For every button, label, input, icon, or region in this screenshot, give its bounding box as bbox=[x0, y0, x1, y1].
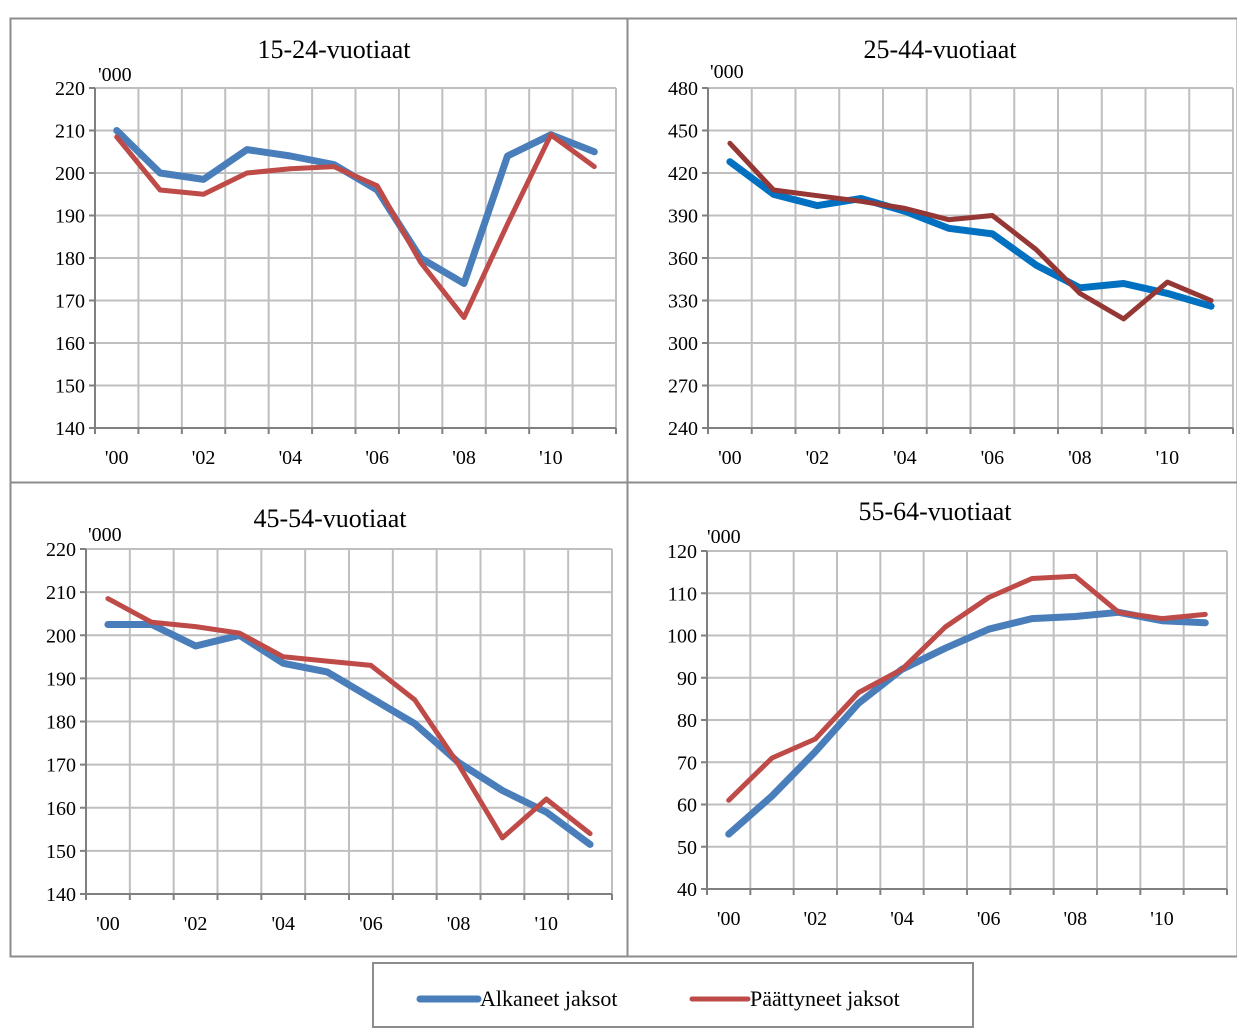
x-tick-label: '06 bbox=[359, 913, 383, 935]
chart-title: 25-44-vuotiaat bbox=[863, 35, 1017, 64]
x-tick-label: '08 bbox=[447, 913, 471, 935]
y-tick-label: 120 bbox=[667, 541, 697, 563]
y-tick-label: 390 bbox=[668, 206, 698, 228]
y-tick-label: 300 bbox=[668, 333, 698, 355]
y-tick-label: 200 bbox=[46, 625, 76, 647]
legend-label: Alkaneet jaksot bbox=[480, 986, 617, 1011]
y-tick-label: 60 bbox=[677, 795, 697, 817]
x-tick-label: '00 bbox=[96, 913, 120, 935]
x-tick-label: '08 bbox=[1068, 447, 1092, 469]
y-unit-label: '000 bbox=[710, 61, 744, 83]
y-tick-label: 160 bbox=[46, 798, 76, 820]
y-tick-label: 450 bbox=[668, 121, 698, 143]
y-tick-label: 50 bbox=[677, 837, 697, 859]
x-tick-label: '00 bbox=[717, 908, 741, 930]
x-tick-label: '10 bbox=[1150, 908, 1174, 930]
y-tick-label: 220 bbox=[46, 539, 76, 561]
x-tick-label: '06 bbox=[977, 908, 1001, 930]
chart-panel: 55-64-vuotiaat '000 40 50 60 70 80 90 100 110 120 '… bbox=[667, 497, 1228, 930]
y-tick-label: 110 bbox=[668, 583, 697, 605]
x-tick-label: '10 bbox=[1156, 447, 1180, 469]
chart-panel: 45-54-vuotiaat '000 140 150 160 170 180 190 200 2… bbox=[46, 504, 613, 935]
panel-frame bbox=[626, 481, 1237, 958]
y-unit-label: '000 bbox=[707, 526, 741, 548]
y-tick-label: 80 bbox=[677, 710, 697, 732]
y-tick-label: 190 bbox=[55, 206, 85, 228]
legend-box bbox=[372, 962, 974, 1028]
y-tick-label: 40 bbox=[677, 879, 697, 901]
x-tick-label: '02 bbox=[192, 447, 216, 469]
x-tick-label: '02 bbox=[806, 447, 830, 469]
y-tick-label: 420 bbox=[668, 163, 698, 185]
x-tick-label: '08 bbox=[452, 447, 476, 469]
x-tick-label: '04 bbox=[890, 908, 914, 930]
series-line-alkaneet bbox=[104, 621, 594, 848]
chart-title: 55-64-vuotiaat bbox=[858, 497, 1012, 526]
y-tick-label: 70 bbox=[677, 752, 697, 774]
y-tick-label: 190 bbox=[46, 668, 76, 690]
chart-panel: 25-44-vuotiaat '000 240 270 300 330 360 390 420 4… bbox=[668, 35, 1234, 469]
y-unit-label: '000 bbox=[98, 64, 132, 86]
y-tick-label: 140 bbox=[55, 418, 85, 440]
x-tick-label: '00 bbox=[718, 447, 742, 469]
y-tick-label: 180 bbox=[46, 712, 76, 734]
y-tick-label: 220 bbox=[55, 78, 85, 100]
y-tick-label: 180 bbox=[55, 248, 85, 270]
y-tick-label: 480 bbox=[668, 78, 698, 100]
series-line-paattyneet bbox=[105, 596, 593, 841]
y-tick-label: 150 bbox=[46, 841, 76, 863]
chart-panel: 15-24-vuotiaat '000 140 150 160 170 180 190 200 2… bbox=[55, 35, 617, 469]
x-tick-label: '06 bbox=[981, 447, 1005, 469]
x-tick-label: '04 bbox=[271, 913, 295, 935]
y-tick-label: 170 bbox=[55, 291, 85, 313]
x-tick-label: '10 bbox=[534, 913, 558, 935]
y-tick-label: 140 bbox=[46, 884, 76, 906]
y-tick-label: 150 bbox=[55, 376, 85, 398]
legend-label: Päättyneet jaksot bbox=[750, 986, 900, 1011]
x-tick-label: '06 bbox=[365, 447, 389, 469]
y-tick-label: 210 bbox=[55, 121, 85, 143]
y-unit-label: '000 bbox=[88, 524, 122, 546]
series-line-paattyneet bbox=[114, 132, 597, 320]
y-tick-label: 240 bbox=[668, 418, 698, 440]
x-tick-label: '00 bbox=[105, 447, 129, 469]
y-tick-label: 210 bbox=[46, 582, 76, 604]
x-tick-label: '04 bbox=[893, 447, 917, 469]
x-tick-label: '02 bbox=[184, 913, 208, 935]
panel-frame bbox=[9, 481, 629, 958]
x-tick-label: '02 bbox=[804, 908, 828, 930]
x-tick-label: '04 bbox=[279, 447, 303, 469]
series-line-alkaneet bbox=[726, 158, 1215, 310]
series-line-paattyneet bbox=[727, 140, 1214, 322]
chart-panels: 15-24-vuotiaat '000 140 150 160 170 180 190 200 2… bbox=[46, 35, 1234, 935]
y-tick-label: 360 bbox=[668, 248, 698, 270]
chart-title: 15-24-vuotiaat bbox=[257, 35, 411, 64]
series-line-paattyneet bbox=[726, 573, 1208, 803]
y-tick-label: 200 bbox=[55, 163, 85, 185]
x-tick-label: '08 bbox=[1064, 908, 1088, 930]
y-tick-label: 270 bbox=[668, 376, 698, 398]
y-tick-label: 100 bbox=[667, 626, 697, 648]
y-tick-label: 160 bbox=[55, 333, 85, 355]
x-tick-label: '10 bbox=[539, 447, 563, 469]
y-tick-label: 330 bbox=[668, 291, 698, 313]
legend: Alkaneet jaksot Päättyneet jaksot bbox=[372, 962, 974, 1028]
y-tick-label: 90 bbox=[677, 668, 697, 690]
panel-frames bbox=[9, 17, 1237, 958]
y-tick-label: 170 bbox=[46, 755, 76, 777]
chart-title: 45-54-vuotiaat bbox=[253, 504, 407, 533]
